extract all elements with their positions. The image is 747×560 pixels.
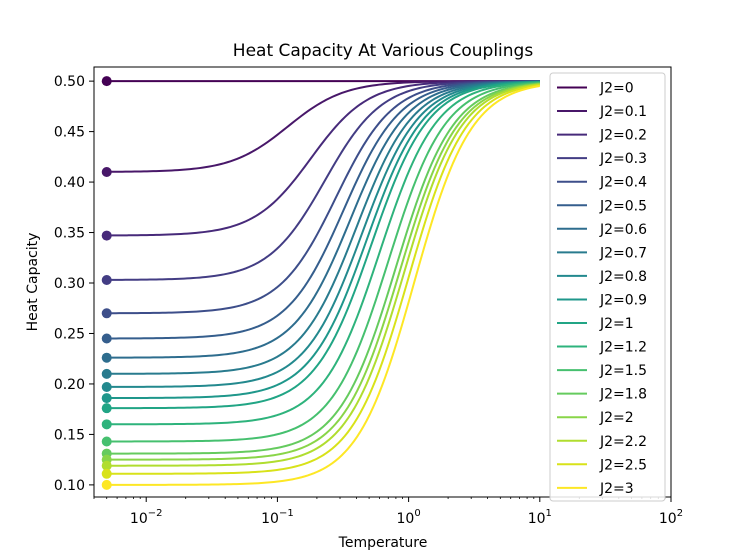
legend-label-0: J2=0 — [599, 81, 634, 97]
marker-layer — [101, 76, 112, 490]
legend-label-2: J2=0.2 — [599, 128, 647, 144]
series-start-marker-4 — [101, 308, 112, 319]
legend-label-1: J2=0.1 — [599, 104, 647, 120]
y-tick-label-2: 0.20 — [54, 377, 85, 393]
series-line-5 — [106, 80, 540, 340]
legend-label-12: J2=1.5 — [599, 363, 647, 379]
x-tick-label-0: 10−2 — [130, 508, 163, 527]
series-line-14 — [106, 82, 540, 461]
series-start-marker-16 — [101, 468, 112, 479]
x-tick-label-2: 100 — [397, 508, 421, 527]
series-line-12 — [106, 81, 540, 443]
series-start-marker-9 — [101, 393, 112, 404]
legend-label-10: J2=1 — [599, 316, 634, 332]
series-line-17 — [106, 84, 540, 486]
series-line-10 — [106, 81, 540, 410]
series-start-marker-15 — [101, 460, 112, 471]
series-line-1 — [106, 80, 540, 173]
series-start-marker-11 — [101, 419, 112, 430]
series-start-marker-8 — [101, 381, 112, 392]
series-line-16 — [106, 84, 540, 475]
chart-title: Heat Capacity At Various Couplings — [233, 41, 534, 61]
y-tick-label-7: 0.45 — [54, 125, 85, 141]
series-start-marker-12 — [101, 436, 112, 447]
y-tick-label-8: 0.50 — [54, 74, 85, 90]
plot-frame — [93, 66, 672, 498]
series-line-15 — [106, 83, 540, 467]
x-axis-label: Temperature — [338, 535, 428, 551]
legend-label-17: J2=3 — [599, 481, 634, 497]
series-start-marker-7 — [101, 368, 112, 379]
x-axis-ticks: 10−2 10−1 100 101 102 — [93, 497, 683, 527]
y-axis-label: Heat Capacity — [25, 233, 41, 332]
series-start-marker-10 — [101, 403, 112, 414]
y-tick-label-5: 0.35 — [54, 226, 85, 242]
series-line-7 — [106, 80, 540, 375]
y-tick-label-0: 0.10 — [54, 478, 85, 494]
series-line-13 — [106, 82, 540, 455]
legend-entries: J2=0 J2=0.1 J2=0.2 J2=0.3 J2=0.4 J2=0.5 J2=0.6… — [557, 81, 647, 497]
series-line-9 — [106, 80, 540, 400]
legend-label-15: J2=2.2 — [599, 434, 647, 450]
legend-label-9: J2=0.9 — [599, 292, 647, 308]
legend-label-13: J2=1.8 — [599, 387, 647, 403]
series-start-marker-0 — [101, 76, 112, 87]
series-start-marker-5 — [101, 333, 112, 344]
legend: J2=0 J2=0.1 J2=0.2 J2=0.3 J2=0.4 J2=0.5 J2=0.6… — [549, 72, 666, 502]
legend-label-7: J2=0.7 — [599, 245, 647, 261]
series-line-11 — [106, 81, 540, 426]
legend-label-16: J2=2.5 — [599, 457, 647, 473]
x-tick-label-1: 10−1 — [261, 508, 294, 527]
x-tick-label-3: 101 — [528, 508, 552, 527]
series-start-marker-3 — [101, 274, 112, 285]
series-start-marker-6 — [101, 352, 112, 363]
legend-label-14: J2=2 — [599, 410, 634, 426]
legend-label-4: J2=0.4 — [599, 175, 647, 191]
x-tick-label-4: 102 — [659, 508, 683, 527]
y-tick-label-1: 0.15 — [54, 427, 85, 443]
series-start-marker-17 — [101, 479, 112, 490]
series-line-6 — [106, 80, 540, 359]
series-start-marker-1 — [101, 166, 112, 177]
y-tick-label-6: 0.40 — [54, 175, 85, 191]
legend-label-6: J2=0.6 — [599, 222, 647, 238]
legend-label-11: J2=1.2 — [599, 340, 647, 356]
y-tick-label-3: 0.25 — [54, 326, 85, 342]
series-start-marker-2 — [101, 230, 112, 241]
series-line-8 — [106, 80, 540, 388]
legend-label-5: J2=0.5 — [599, 198, 647, 214]
legend-label-3: J2=0.3 — [599, 151, 647, 167]
y-axis-ticks: 0.10 0.15 0.20 0.25 0.30 0.35 0.40 0.45 0.50 — [54, 74, 94, 494]
legend-label-8: J2=0.8 — [599, 269, 647, 285]
y-tick-label-4: 0.30 — [54, 276, 85, 292]
series-layer — [106, 80, 540, 486]
